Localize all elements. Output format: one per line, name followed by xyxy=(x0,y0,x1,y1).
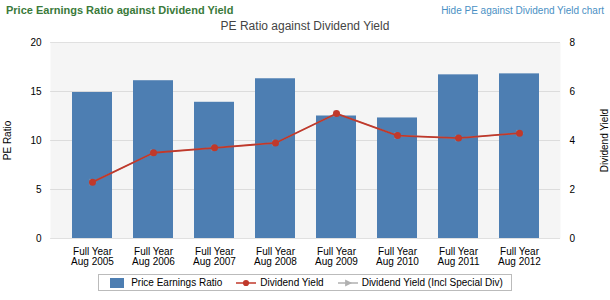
svg-text:10: 10 xyxy=(30,135,42,146)
svg-text:6: 6 xyxy=(570,86,576,97)
svg-text:0: 0 xyxy=(36,233,42,244)
svg-text:Full YearAug 2010: Full YearAug 2010 xyxy=(376,246,419,267)
svg-text:5: 5 xyxy=(36,184,42,195)
html-text:Price Earnings Ratio against D: Price Earnings Ratio against Dividend Yi… xyxy=(6,4,234,16)
svg-text:20: 20 xyxy=(30,37,42,48)
svg-text:8: 8 xyxy=(570,37,576,48)
html-text:PE Ratio against Dividend Yiel: PE Ratio against Dividend Yield xyxy=(220,19,390,33)
svg-text:15: 15 xyxy=(30,86,42,97)
html-text:Hide PE against Dividend Yield: Hide PE against Dividend Yield chart xyxy=(441,4,604,16)
svg-text:2: 2 xyxy=(570,184,576,195)
svg-text:Full YearAug 2006: Full YearAug 2006 xyxy=(132,246,175,267)
svg-text:Full YearAug 2005: Full YearAug 2005 xyxy=(71,246,114,267)
svg-text:4: 4 xyxy=(570,135,576,146)
html-text:Price Earnings Ratio: Price Earnings Ratio xyxy=(131,277,223,288)
svg-text:Full YearAug 2012: Full YearAug 2012 xyxy=(498,246,541,267)
html-text:Dividend Yield: Dividend Yield xyxy=(260,277,324,288)
svg-text:Full YearAug 2011: Full YearAug 2011 xyxy=(437,246,480,267)
svg-text:Full YearAug 2009: Full YearAug 2009 xyxy=(315,246,358,267)
svg-text:PE Ratio: PE Ratio xyxy=(2,120,13,160)
html-text:Dividend Yield (Incl Special D: Dividend Yield (Incl Special Div) xyxy=(361,277,503,288)
svg-text:0: 0 xyxy=(570,233,576,244)
svg-text:Dividend Yield: Dividend Yield xyxy=(599,109,610,172)
svg-text:Full YearAug 2007: Full YearAug 2007 xyxy=(193,246,236,267)
svg-text:Full YearAug 2008: Full YearAug 2008 xyxy=(254,246,297,267)
